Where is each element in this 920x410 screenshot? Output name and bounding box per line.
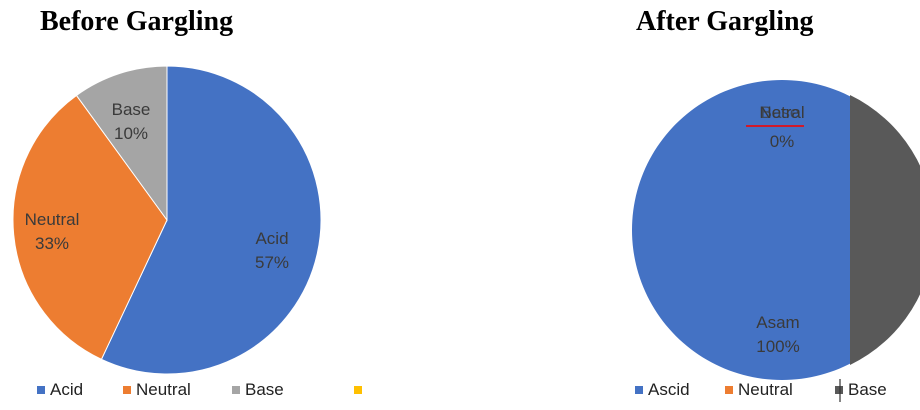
data-label-asam-name: Asam bbox=[756, 313, 799, 332]
data-label-asam-value: 100% bbox=[756, 337, 799, 356]
chart-title: After Gargling bbox=[636, 6, 814, 37]
data-label-neutral: Neutral 33% bbox=[25, 210, 80, 253]
legend-item-label-1: Neutral bbox=[136, 380, 191, 399]
legend-item-label-2: Base bbox=[848, 380, 887, 399]
legend-item-swatch-1 bbox=[123, 386, 131, 394]
legend-item-swatch-0 bbox=[37, 386, 45, 394]
legend-item-swatch-2 bbox=[232, 386, 240, 394]
legend-item-label-0: Ascid bbox=[648, 380, 690, 399]
data-label-base-name: Base bbox=[112, 100, 151, 119]
legend-item-label-2: Base bbox=[245, 380, 284, 399]
legend-item-label-0: Acid bbox=[50, 380, 83, 399]
data-label-acid-name: Acid bbox=[255, 229, 288, 248]
legend-item-label-1: Neutral bbox=[738, 380, 793, 399]
data-label-netral: Netral bbox=[759, 103, 804, 122]
pie-slice-acid bbox=[100, 65, 322, 375]
data-label-acid-value: 57% bbox=[255, 253, 289, 272]
pie-slice-asam bbox=[632, 80, 920, 380]
pie-slice-base bbox=[850, 95, 920, 365]
data-label-asam: Asam 100% bbox=[756, 313, 799, 356]
legend-item-swatch-3 bbox=[354, 386, 362, 394]
data-label-base: Base 10% bbox=[112, 100, 151, 143]
pie-chart-before: Acid 57% Neutral 33% Base 10% Acid Neutral Base bbox=[12, 65, 362, 399]
pie-slice-neutral bbox=[12, 94, 168, 361]
legend-item-swatch-0 bbox=[635, 386, 643, 394]
data-label-neutral-value: 33% bbox=[35, 234, 69, 253]
data-label-base-name: Base bbox=[761, 103, 800, 122]
data-label-base-value: 0% bbox=[770, 132, 795, 151]
data-label-neutral-name: Neutral bbox=[25, 210, 80, 229]
data-label-base-value: 10% bbox=[114, 124, 148, 143]
chart-after-gargling: After Gargling Netral Base 0% Asam 100% Ascid… bbox=[440, 0, 920, 410]
legend-item-swatch-1 bbox=[725, 386, 733, 394]
chart-before-gargling: Before Gargling Acid 57% Neutral 33% Base 10%… bbox=[0, 0, 440, 410]
legend-item-swatch-2 bbox=[835, 386, 843, 394]
data-label-acid: Acid 57% bbox=[255, 229, 289, 272]
pie-slice-base bbox=[75, 65, 168, 222]
chart-title: Before Gargling bbox=[40, 6, 234, 37]
